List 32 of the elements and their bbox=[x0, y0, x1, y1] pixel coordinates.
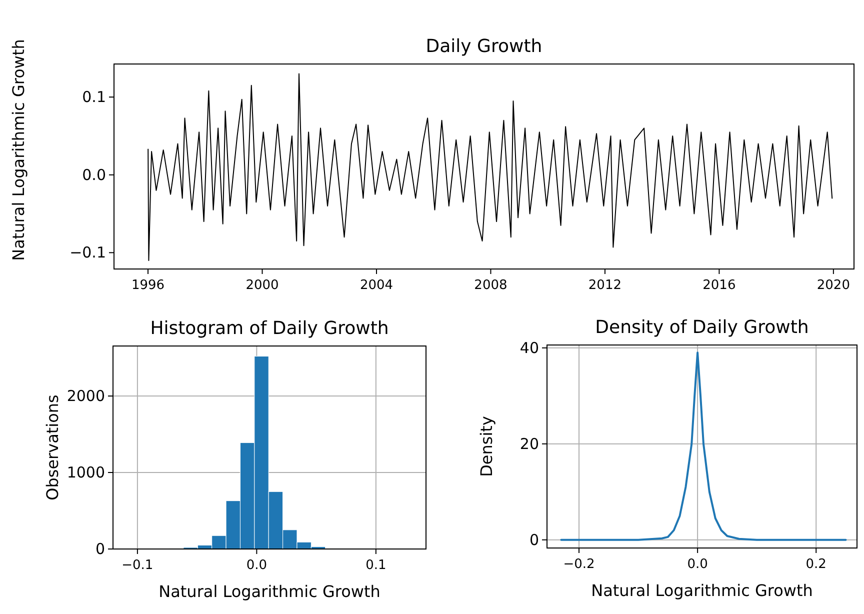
line-series bbox=[560, 352, 847, 541]
y-tick-label: −0.1 bbox=[70, 244, 106, 262]
y-axis-title: Observations bbox=[43, 394, 62, 500]
x-tick-label: 2012 bbox=[588, 278, 622, 293]
y-axis-title: Density bbox=[477, 416, 496, 477]
x-tick-label: 2000 bbox=[246, 278, 279, 293]
chart-title: Density of Daily Growth bbox=[595, 317, 809, 338]
x-axis-title: Natural Logarithmic Growth bbox=[158, 582, 380, 601]
y-tick-label: 1000 bbox=[66, 464, 105, 482]
x-tick-label: 1996 bbox=[131, 278, 165, 293]
chart-title: Histogram of Daily Growth bbox=[150, 318, 389, 339]
x-tick-label: −0.1 bbox=[122, 558, 154, 573]
y-axis-title: Natural Logarithmic Growth bbox=[9, 39, 28, 261]
y-tick-label: 0 bbox=[95, 540, 105, 558]
y-tick-label: 0 bbox=[529, 530, 539, 549]
x-tick-label: 0.0 bbox=[687, 557, 708, 572]
y-tick-label: 40 bbox=[520, 338, 539, 357]
y-tick-label: 20 bbox=[520, 434, 539, 453]
y-tick-label: 0.1 bbox=[82, 88, 106, 106]
chart-title: Daily Growth bbox=[426, 36, 542, 57]
x-tick-label: 0.2 bbox=[806, 557, 826, 572]
x-tick-label: −0.2 bbox=[563, 557, 595, 572]
x-tick-label: 2008 bbox=[474, 278, 508, 293]
x-tick-label: 2004 bbox=[360, 278, 394, 293]
line-series bbox=[148, 73, 833, 261]
x-tick-label: 2016 bbox=[702, 278, 736, 293]
y-tick-label: 0.0 bbox=[82, 166, 106, 184]
y-tick-label: 2000 bbox=[66, 387, 105, 406]
x-axis-title: Natural Logarithmic Growth bbox=[591, 581, 813, 600]
x-tick-label: 2020 bbox=[816, 278, 850, 293]
x-tick-label: 0.0 bbox=[246, 558, 268, 573]
x-tick-label: 0.1 bbox=[366, 558, 386, 573]
